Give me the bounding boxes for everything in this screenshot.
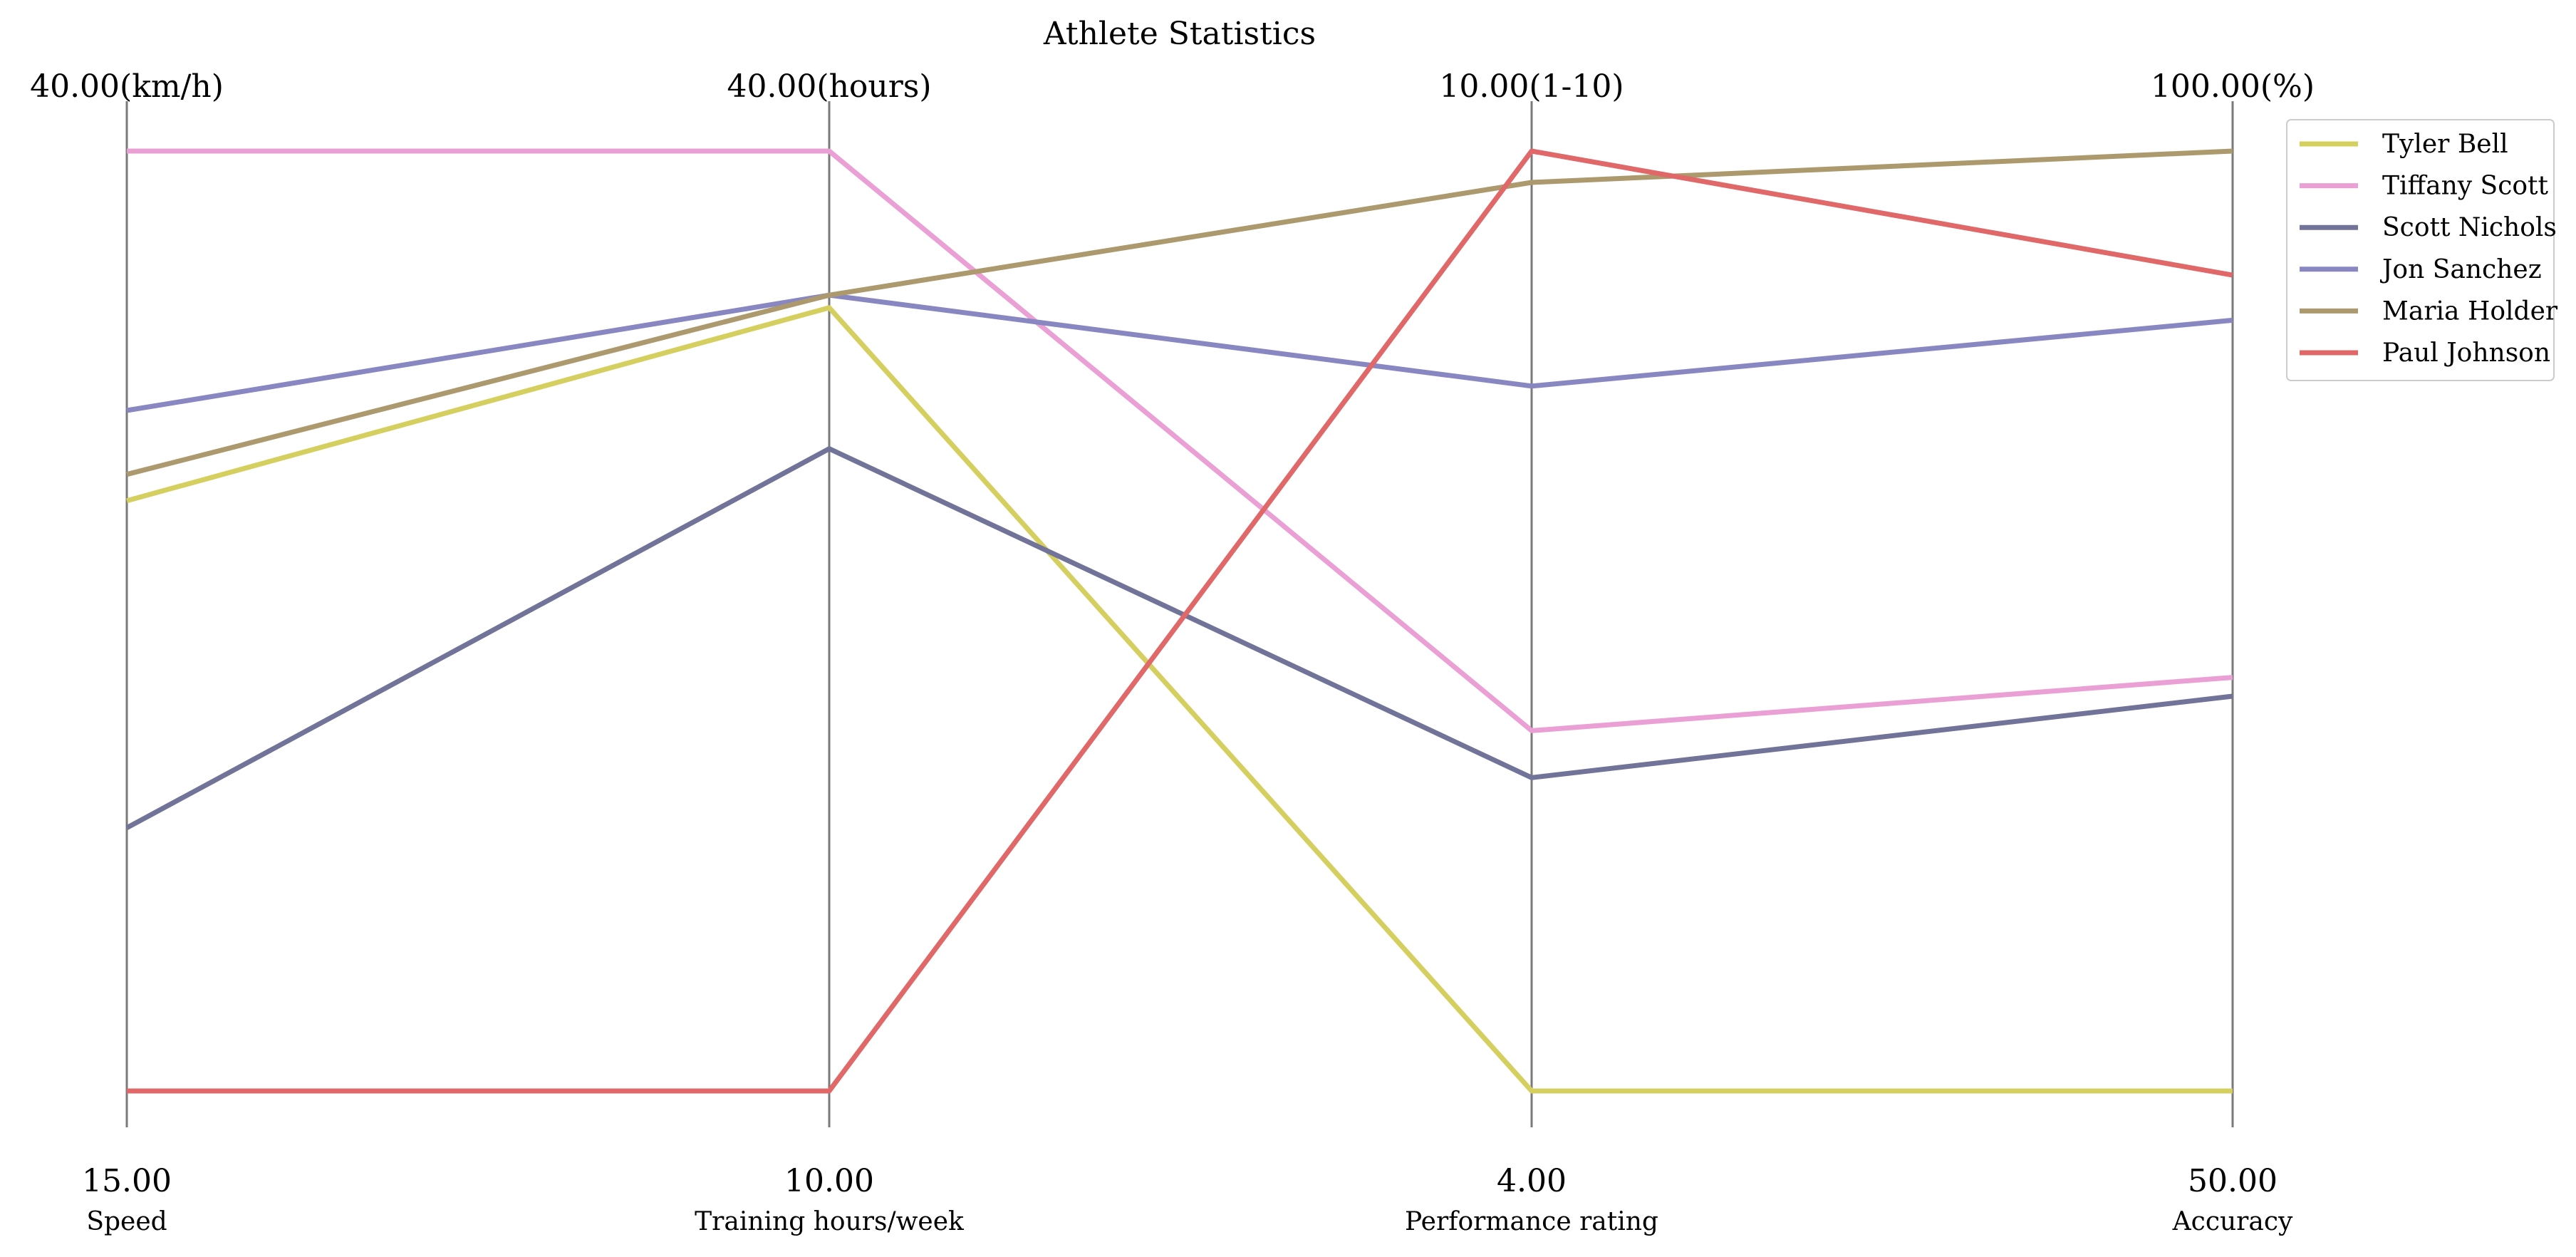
legend-item-maria-holder: Maria Holder [2300, 296, 2558, 326]
legend-item-tyler-bell: Tyler Bell [2300, 130, 2508, 159]
axis-speed: 40.00(km/h) 15.00 Speed [30, 68, 224, 1236]
series-line-maria-holder [126, 148, 2233, 477]
legend: Tyler Bell Tiffany Scott Scott Nichols Jon … [2286, 119, 2558, 381]
series-line-scott-nichols [125, 446, 2233, 830]
legend-label: Scott Nichols [2382, 213, 2557, 242]
axis-name-label: Performance rating [1405, 1207, 1658, 1236]
chart-title: Athlete Statistics [1043, 16, 1316, 52]
axis-max-label: 40.00(hours) [727, 68, 931, 105]
axes-layer: 40.00(km/h) 15.00 Speed 40.00(hours) 10.00 Tr… [30, 68, 2315, 1236]
legend-item-jon-sanchez: Jon Sanchez [2300, 255, 2542, 284]
axis-name-label: Training hours/week [695, 1207, 965, 1236]
legend-label: Jon Sanchez [2379, 255, 2542, 284]
axis-min-label: 10.00 [784, 1163, 874, 1199]
axis-max-label: 10.00(1-10) [1439, 68, 1624, 105]
legend-label: Tyler Bell [2382, 130, 2508, 159]
legend-item-paul-johnson: Paul Johnson [2300, 338, 2550, 368]
axis-max-label: 100.00(%) [2151, 68, 2315, 105]
series-lines-layer [125, 148, 2233, 1094]
legend-item-tiffany-scott: Tiffany Scott [2300, 172, 2548, 201]
axis-name-label: Speed [86, 1207, 167, 1236]
legend-label: Paul Johnson [2382, 338, 2550, 368]
series-line-jon-sanchez [126, 292, 2233, 413]
axis-training-hours-week: 40.00(hours) 10.00 Training hours/week [695, 68, 965, 1236]
series-line-paul-johnson [127, 148, 2233, 1094]
legend-label: Maria Holder [2382, 296, 2558, 326]
axis-min-label: 4.00 [1497, 1163, 1567, 1199]
series-line-tyler-bell [126, 305, 2233, 1094]
axis-min-label: 15.00 [82, 1163, 172, 1199]
legend-label: Tiffany Scott [2382, 172, 2548, 201]
axis-accuracy: 100.00(%) 50.00 Accuracy [2151, 68, 2315, 1236]
axis-name-label: Accuracy [2172, 1207, 2293, 1236]
axis-performance-rating: 10.00(1-10) 4.00 Performance rating [1405, 68, 1658, 1236]
legend-item-scott-nichols: Scott Nichols [2300, 213, 2557, 242]
series-line-tiffany-scott [127, 148, 2233, 733]
axis-max-label: 40.00(km/h) [30, 68, 224, 105]
axis-min-label: 50.00 [2188, 1163, 2278, 1199]
